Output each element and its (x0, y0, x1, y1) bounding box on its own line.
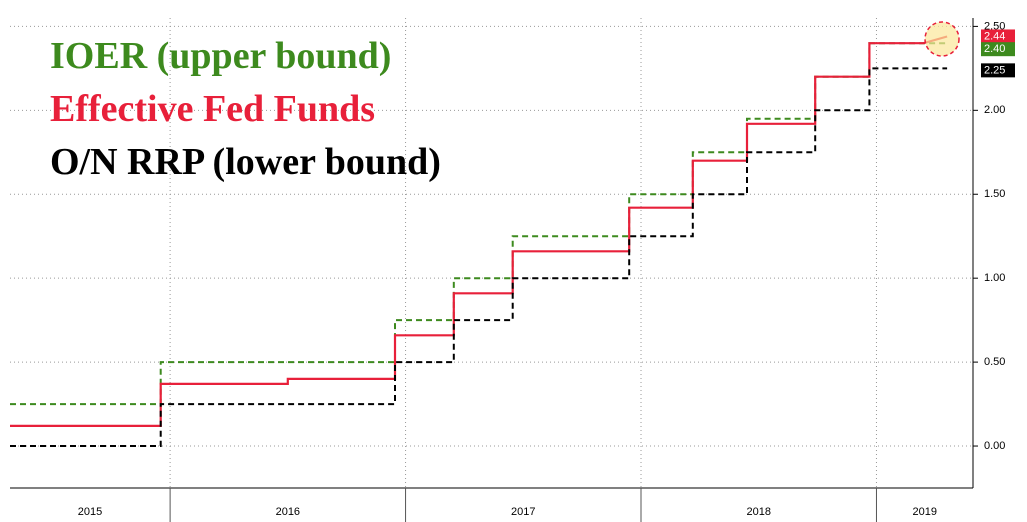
legend-entry: IOER (upper bound) (50, 35, 391, 77)
legend-entry: O/N RRP (lower bound) (50, 141, 441, 183)
x-category-label: 2017 (511, 506, 535, 518)
highlight-circle (924, 21, 960, 57)
y-tick-label: 0.00 (984, 440, 1005, 452)
end-label: 2.44 (984, 30, 1005, 42)
end-label-box (981, 63, 1015, 78)
y-tick-label: 2.50 (984, 20, 1005, 32)
plot (10, 35, 948, 447)
y-tick-label: 1.00 (984, 272, 1005, 284)
end-label: 2.40 (984, 43, 1005, 55)
x-category-label: 2016 (276, 506, 300, 518)
y-tick-label: 1.50 (984, 188, 1005, 200)
y-tick-label: 2.00 (984, 104, 1005, 116)
y-tick-label: 0.50 (984, 356, 1005, 368)
x-category-label: 2015 (78, 506, 102, 518)
legend-entry: Effective Fed Funds (50, 88, 375, 130)
x-category-label: 2019 (912, 506, 936, 518)
grid: 0.00 0.50 1.00 1.50 2.00 2.50 2015 2016 2017 2018… (10, 18, 1005, 522)
x-category-label: 2018 (746, 506, 770, 518)
end-label-box (981, 29, 1015, 44)
end-label-box (981, 42, 1015, 57)
end-label: 2.25 (984, 64, 1005, 76)
series-line (10, 67, 948, 447)
overlay: 2.442.40 2.25 IOER (upper bound) Effective … (50, 29, 1015, 183)
